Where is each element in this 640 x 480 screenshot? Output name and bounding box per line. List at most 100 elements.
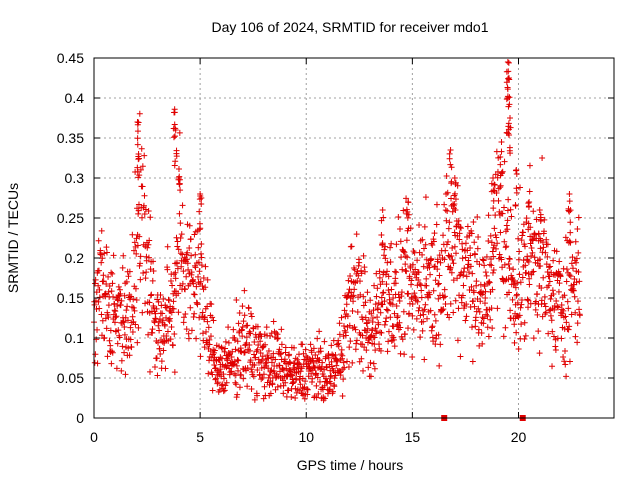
data-point (198, 250, 205, 257)
data-point (422, 241, 429, 248)
data-point (404, 325, 411, 332)
data-point (350, 298, 357, 305)
data-point (566, 191, 573, 197)
data-point (111, 319, 118, 326)
data-point (526, 275, 533, 282)
data-point (195, 244, 202, 251)
data-point (568, 260, 575, 267)
data-point (153, 355, 160, 362)
data-point (456, 236, 463, 243)
data-point (513, 291, 520, 298)
data-point (506, 101, 513, 108)
data-point (391, 310, 398, 317)
data-point (479, 340, 486, 347)
data-point (348, 289, 355, 296)
data-point (522, 332, 529, 339)
data-point (447, 300, 454, 307)
data-point (447, 264, 454, 271)
data-point (500, 333, 507, 340)
data-point (442, 207, 449, 214)
data-point (530, 268, 537, 275)
data-point (549, 363, 556, 370)
data-point (178, 231, 185, 238)
data-point (457, 353, 464, 360)
data-point (526, 162, 533, 169)
data-point (488, 262, 495, 269)
data-point (473, 278, 480, 285)
data-point (567, 219, 574, 226)
data-point (135, 156, 142, 163)
data-point (127, 324, 134, 331)
data-point (432, 277, 439, 284)
data-point (369, 326, 376, 333)
data-point (553, 248, 560, 255)
data-point (570, 287, 577, 294)
data-point (499, 210, 506, 217)
data-point (410, 326, 417, 333)
data-point (474, 245, 481, 252)
data-point (385, 287, 392, 294)
data-point (569, 254, 576, 261)
data-point (147, 266, 154, 273)
data-point (241, 287, 248, 294)
data-point (316, 357, 323, 364)
data-point (396, 297, 403, 304)
data-point (98, 311, 105, 318)
data-point (541, 293, 548, 300)
data-point (521, 243, 528, 250)
data-point (314, 335, 321, 342)
data-point (386, 291, 393, 298)
data-point (165, 316, 172, 323)
data-point (105, 273, 112, 280)
data-point (378, 217, 385, 224)
data-point (183, 273, 190, 280)
data-point (523, 215, 530, 222)
data-point (430, 238, 437, 245)
data-point (518, 301, 525, 308)
data-point (440, 294, 447, 301)
data-point (119, 343, 126, 350)
data-point (254, 392, 261, 399)
data-point (405, 199, 412, 206)
data-point (518, 237, 525, 244)
data-point (415, 269, 422, 276)
data-point (353, 337, 360, 344)
data-point (278, 341, 285, 348)
data-point (285, 387, 292, 394)
data-point (507, 307, 514, 314)
data-point (158, 358, 165, 365)
data-point (235, 357, 242, 364)
data-point (371, 334, 378, 341)
data-point (205, 324, 212, 331)
data-point (229, 348, 236, 355)
data-point (121, 349, 128, 356)
data-point (331, 383, 338, 390)
data-point (511, 321, 518, 328)
data-point (130, 296, 137, 303)
data-point (459, 292, 466, 299)
data-point (155, 339, 162, 346)
data-point (190, 313, 197, 320)
data-point (239, 323, 246, 330)
data-point (369, 315, 376, 322)
data-point (274, 383, 281, 390)
data-point (451, 175, 458, 181)
data-point (576, 278, 583, 285)
x-tick-label: 10 (298, 429, 314, 445)
data-point (278, 326, 285, 333)
data-point (148, 291, 155, 298)
data-point (556, 280, 563, 287)
data-point (396, 226, 403, 233)
data-point (572, 309, 579, 316)
data-point (480, 257, 487, 264)
data-point (94, 326, 101, 333)
data-point (534, 290, 541, 297)
data-point (341, 364, 348, 371)
data-point (403, 195, 410, 202)
data-point (371, 282, 378, 289)
data-point (144, 244, 151, 251)
data-point (440, 306, 447, 313)
data-point (247, 330, 254, 337)
data-point (188, 252, 195, 259)
data-point (460, 282, 467, 289)
